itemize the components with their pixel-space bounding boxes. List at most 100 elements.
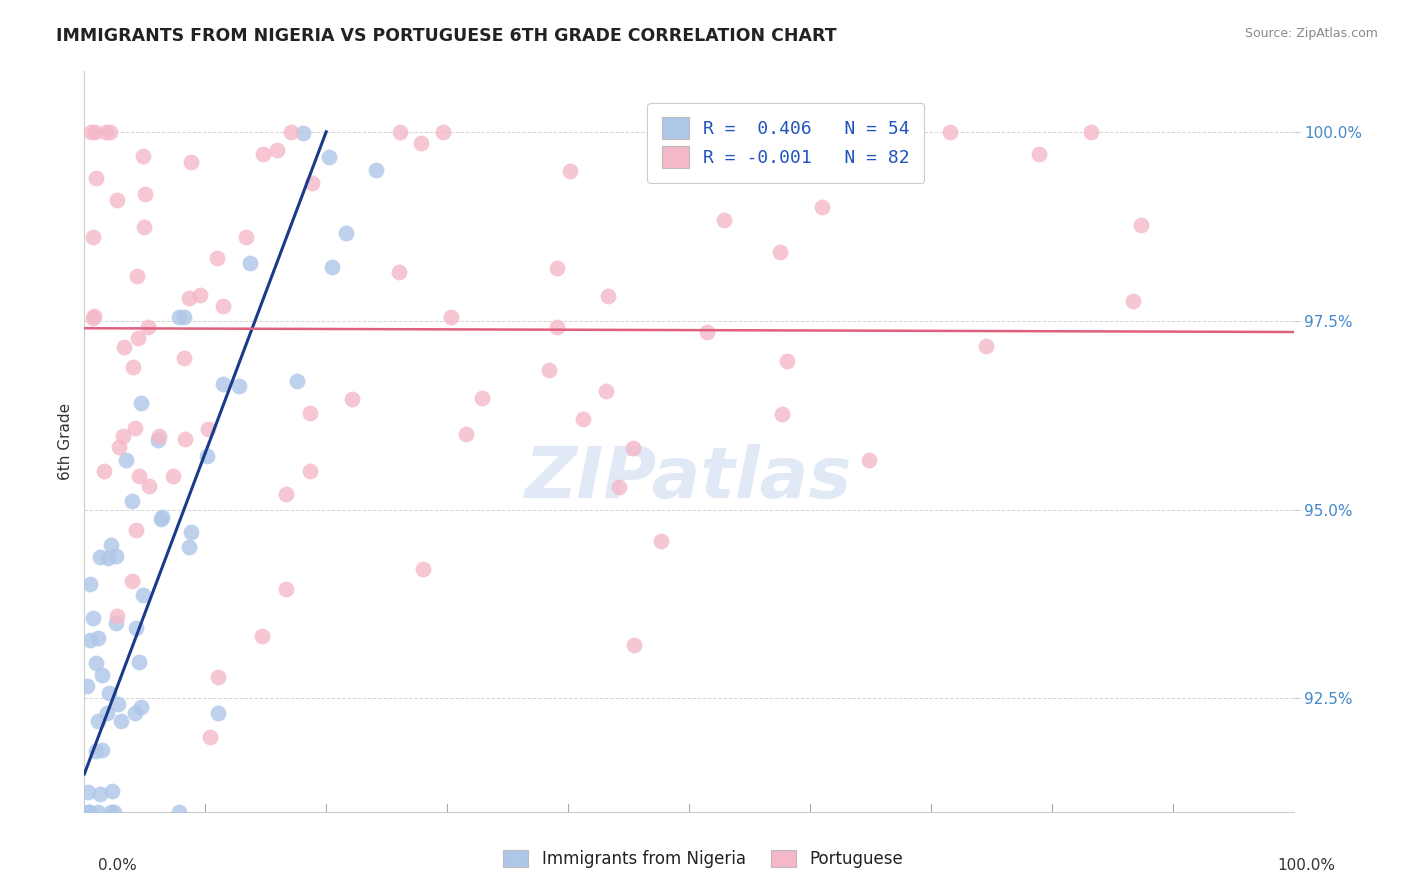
Point: [87, 805, 110, 819]
Point: [77, 805, 100, 819]
Point: [454, 427, 477, 442]
Point: [91, 743, 114, 757]
Point: [111, 429, 134, 443]
Point: [79, 577, 101, 591]
Point: [100, 538, 122, 552]
Point: [84, 125, 107, 139]
Point: [650, 533, 672, 548]
Point: [121, 493, 143, 508]
Point: [76, 679, 98, 693]
Point: [83, 309, 105, 323]
Point: [105, 194, 128, 208]
Point: [132, 588, 155, 602]
Point: [285, 374, 308, 388]
Point: [138, 320, 160, 334]
Point: [173, 351, 195, 365]
Point: [150, 511, 173, 525]
Point: [112, 340, 135, 354]
Point: [318, 150, 340, 164]
Point: [162, 469, 184, 483]
Point: [292, 126, 315, 140]
Text: Source: ZipAtlas.com: Source: ZipAtlas.com: [1244, 27, 1378, 40]
Point: [198, 730, 221, 744]
Point: [696, 325, 718, 339]
Point: [546, 320, 568, 334]
Point: [595, 384, 617, 398]
Point: [150, 510, 173, 524]
Point: [335, 226, 357, 240]
Point: [252, 147, 274, 161]
Point: [82, 310, 104, 325]
Point: [834, 125, 856, 139]
Point: [115, 453, 138, 467]
Point: [107, 609, 129, 624]
Text: 100.0%: 100.0%: [1278, 858, 1336, 872]
Point: [127, 331, 149, 345]
Point: [546, 260, 568, 275]
Point: [609, 480, 631, 494]
Point: [86, 631, 108, 645]
Point: [121, 360, 143, 375]
Point: [169, 805, 191, 819]
Point: [97, 686, 120, 700]
Point: [280, 125, 302, 139]
Point: [82, 229, 104, 244]
Point: [810, 201, 832, 215]
Point: [1080, 125, 1102, 139]
Point: [79, 633, 101, 648]
Point: [207, 706, 229, 721]
Point: [471, 392, 494, 406]
Point: [107, 697, 129, 711]
Point: [388, 265, 411, 279]
Point: [770, 408, 793, 422]
Point: [148, 429, 170, 443]
Point: [108, 440, 131, 454]
Point: [173, 310, 195, 325]
Point: [298, 465, 321, 479]
Point: [104, 615, 127, 630]
Text: IMMIGRANTS FROM NIGERIA VS PORTUGUESE 6TH GRADE CORRELATION CHART: IMMIGRANTS FROM NIGERIA VS PORTUGUESE 6T…: [56, 27, 837, 45]
Point: [621, 442, 644, 456]
Point: [125, 523, 148, 537]
Point: [238, 256, 260, 270]
Point: [124, 421, 146, 435]
Point: [132, 220, 155, 235]
Point: [90, 668, 112, 682]
Point: [97, 550, 120, 565]
Point: [235, 230, 257, 244]
Point: [207, 670, 229, 684]
Point: [128, 468, 150, 483]
Point: [538, 363, 561, 377]
Point: [939, 125, 962, 139]
Point: [596, 289, 619, 303]
Point: [412, 561, 434, 575]
Point: [364, 162, 387, 177]
Point: [84, 170, 107, 185]
Point: [80, 125, 103, 139]
Point: [177, 291, 200, 305]
Point: [127, 269, 149, 284]
Point: [432, 125, 454, 139]
Point: [93, 464, 115, 478]
Point: [276, 487, 298, 501]
Point: [250, 629, 273, 643]
Point: [82, 610, 104, 624]
Point: [89, 550, 111, 565]
Point: [96, 706, 118, 720]
Point: [180, 524, 202, 539]
Point: [129, 396, 152, 410]
Point: [440, 310, 463, 325]
Point: [103, 805, 125, 819]
Point: [128, 655, 150, 669]
Point: [98, 125, 121, 139]
Point: [195, 450, 218, 464]
Point: [89, 787, 111, 801]
Legend: R =  0.406   N = 54, R = -0.001   N = 82: R = 0.406 N = 54, R = -0.001 N = 82: [647, 103, 924, 183]
Point: [180, 155, 202, 169]
Point: [84, 744, 107, 758]
Point: [205, 251, 228, 265]
Point: [1122, 294, 1144, 309]
Point: [228, 378, 250, 392]
Text: ZIPatlas: ZIPatlas: [526, 444, 852, 513]
Point: [276, 582, 298, 596]
